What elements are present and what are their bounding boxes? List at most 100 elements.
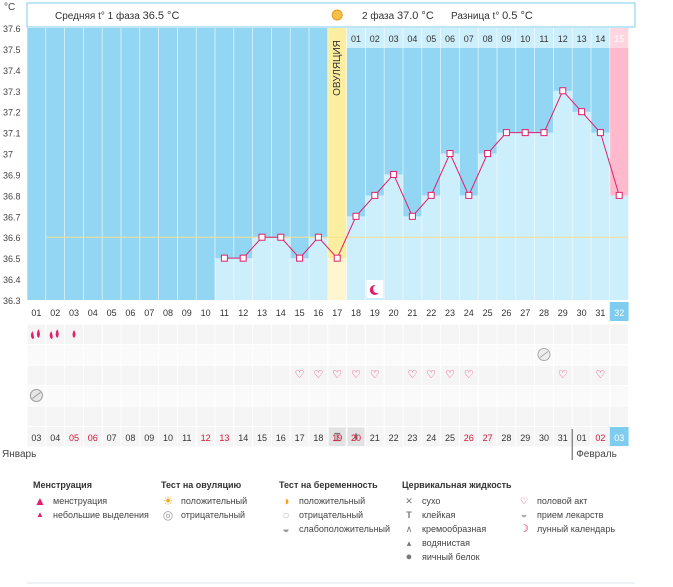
symptom-cell: [553, 324, 572, 344]
cycle-day-label: 06: [125, 308, 135, 318]
symptom-cell: [177, 324, 196, 344]
symptom-cell: [253, 427, 271, 447]
symptom-cell: [591, 365, 610, 385]
dpo-label: 06: [445, 34, 455, 44]
symptom-cell: [215, 427, 234, 447]
symptom-cell: [516, 365, 535, 385]
symptom-cell: [102, 345, 121, 365]
temperature-point: [465, 191, 473, 199]
legend-pregnancy-test-title: Тест на беременность: [279, 480, 378, 490]
temperature-point: [314, 233, 322, 241]
symptom-cell: [65, 386, 83, 406]
symptom-cell: [196, 406, 215, 426]
symptom-cell: [83, 386, 102, 406]
symptom-cell: [177, 365, 196, 385]
blood-drop-icon: [55, 329, 59, 338]
symptom-cell: [215, 406, 234, 426]
symptom-cell: [140, 406, 159, 426]
creamy-icon: [334, 432, 341, 442]
symptom-cell: [422, 324, 441, 344]
symptom-cell: [159, 324, 177, 344]
dpo-label: 12: [558, 34, 568, 44]
symptom-cell: [65, 365, 83, 385]
dpo-label: 01: [351, 34, 361, 44]
calendar-date-label: 04: [50, 433, 60, 443]
symptom-cell: [365, 365, 384, 385]
symptom-cell: [253, 324, 271, 344]
symptom-cell: [572, 324, 591, 344]
symptom-cell: [196, 324, 215, 344]
temperature-point: [484, 150, 492, 158]
cycle-day-label: 11: [220, 308, 229, 318]
legend-item-ovu-positive: положительный: [181, 496, 248, 506]
calendar-date-label: 03: [31, 433, 41, 443]
y-tick-label: 37.6: [3, 24, 21, 34]
cycle-day-label: 14: [276, 308, 286, 318]
symptom-cell: [215, 386, 234, 406]
dpo-label: 15: [614, 34, 624, 44]
symptom-cell: [271, 427, 290, 447]
cycle-day-label: 20: [389, 308, 399, 318]
moon-icon-cutout: [373, 284, 382, 294]
cycle-day-label: 31: [595, 308, 605, 318]
symptom-cell: [253, 345, 271, 365]
creamy-icon: ∧: [405, 524, 413, 534]
symptom-cell: [553, 406, 572, 426]
temperature-point: [446, 150, 454, 158]
y-tick-label: 37.1: [3, 129, 21, 139]
symptom-cell: [159, 427, 177, 447]
symptom-cell: [102, 365, 121, 385]
symptom-cell: [610, 345, 629, 365]
symptom-cell: [140, 386, 159, 406]
cycle-day-label: 17: [332, 308, 342, 318]
y-tick-label: 37.5: [3, 45, 21, 55]
symptom-cell: [610, 386, 629, 406]
heart-icon: ♡: [407, 369, 417, 381]
calendar-date-label: 25: [445, 433, 455, 443]
heart-icon: ♡: [313, 369, 323, 381]
symptom-cell: [159, 345, 177, 365]
calendar-date-label: 02: [595, 433, 605, 443]
temp-bar: [421, 195, 441, 300]
sun-positive-icon: ☀: [162, 494, 174, 508]
symptom-cell: [384, 365, 403, 385]
legend-item-medication: прием лекарств: [537, 510, 604, 520]
symptom-cell: [572, 365, 591, 385]
symptom-cell: [83, 345, 102, 365]
symptom-cell: [403, 324, 422, 344]
y-tick-label: 36.4: [3, 275, 21, 285]
calendar-date-label: 18: [313, 433, 323, 443]
symptom-cell: [365, 427, 384, 447]
header-box: [26, 2, 636, 28]
blood-drop-icon: [36, 329, 40, 338]
symptom-cell: [459, 324, 478, 344]
symptom-cell: [65, 427, 83, 447]
symptom-cell: [309, 386, 328, 406]
temp-bar: [252, 237, 272, 300]
symptom-cell: [309, 365, 328, 385]
symptom-cell: [140, 345, 159, 365]
ovulation-bar: [327, 258, 347, 300]
temperature-point: [427, 191, 435, 199]
symptom-cell: [196, 345, 215, 365]
calendar-date-label: 07: [107, 433, 117, 443]
symptom-cell: [384, 386, 403, 406]
symptom-cell: [271, 345, 290, 365]
symptom-cell: [403, 345, 422, 365]
cycle-day-label: 02: [50, 308, 60, 318]
calendar-date-label: 12: [201, 433, 211, 443]
cycle-day-label: 28: [539, 308, 549, 318]
temp-bar: [290, 258, 309, 300]
calendar-date-label: 05: [69, 433, 79, 443]
calendar-date-label: 13: [219, 433, 229, 443]
symptom-cell: [215, 324, 234, 344]
symptom-cell: [140, 324, 159, 344]
symptom-cell: [516, 406, 535, 426]
symptom-cell: [159, 365, 177, 385]
cycle-day-label: 26: [501, 308, 511, 318]
symptom-cell: [234, 345, 253, 365]
date-cell-current: [609, 427, 629, 446]
calendar-date-label: 16: [276, 433, 286, 443]
calendar-date-label: 20: [351, 433, 361, 443]
symptom-cell: [478, 386, 497, 406]
